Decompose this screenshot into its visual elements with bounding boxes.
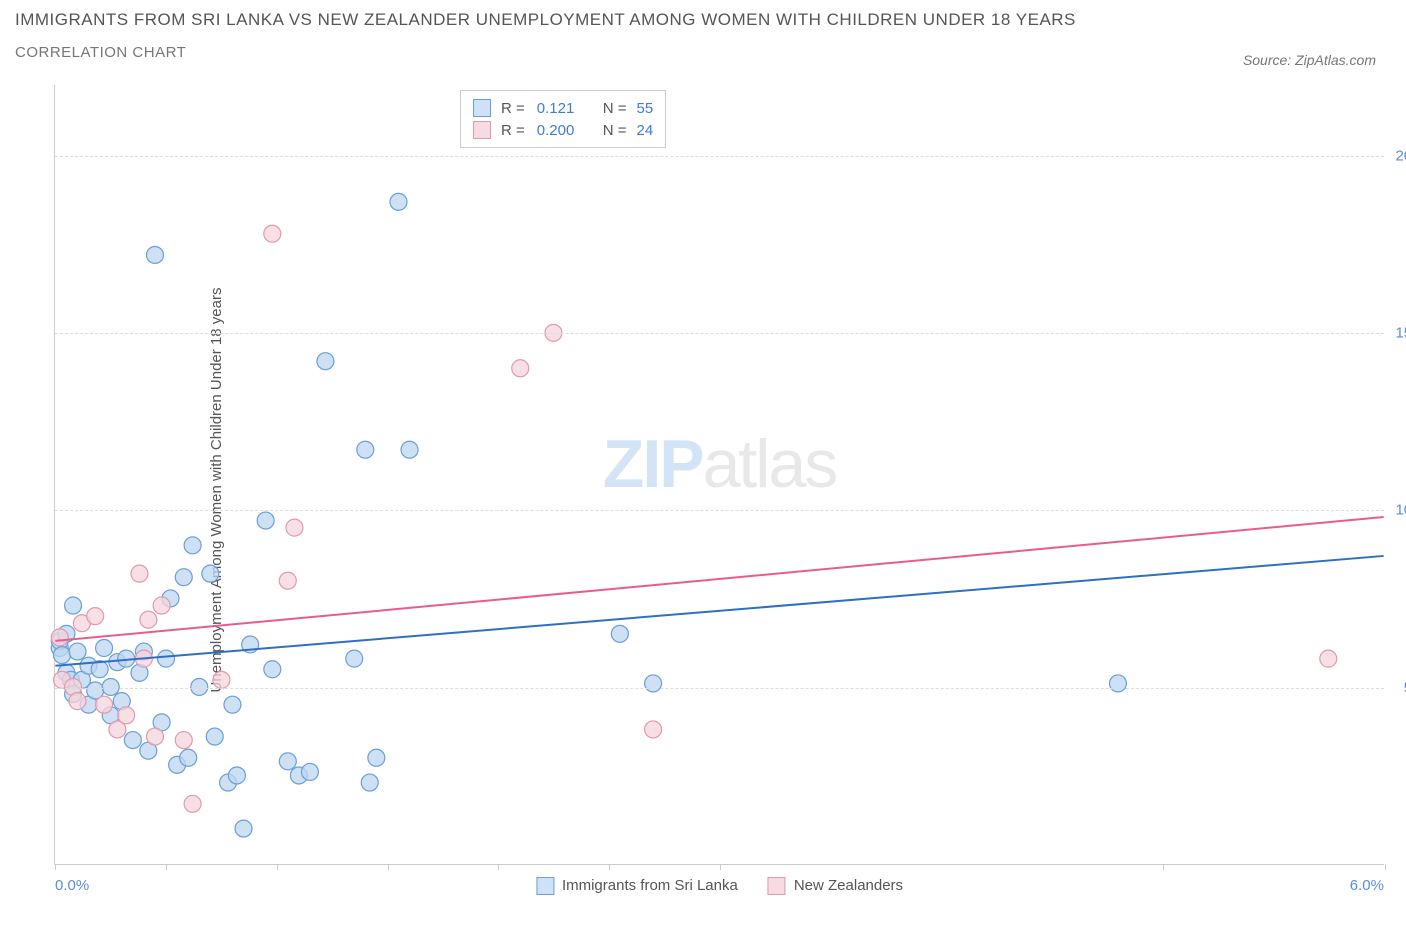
n-value-series2: 24 xyxy=(637,122,654,139)
scatter-point xyxy=(279,753,296,770)
r-label: R = xyxy=(501,100,525,117)
scatter-point xyxy=(118,707,135,724)
scatter-point xyxy=(158,650,175,667)
scatter-point xyxy=(390,193,407,210)
scatter-point xyxy=(65,597,82,614)
x-axis-max: 6.0% xyxy=(1350,877,1384,894)
x-tick xyxy=(609,864,610,870)
scatter-point xyxy=(645,721,662,738)
x-tick xyxy=(498,864,499,870)
scatter-point xyxy=(1320,650,1337,667)
trend-line xyxy=(55,556,1383,666)
x-axis-min: 0.0% xyxy=(55,877,89,894)
scatter-point xyxy=(153,597,170,614)
scatter-point xyxy=(361,774,378,791)
x-tick xyxy=(1163,864,1164,870)
scatter-point xyxy=(87,608,104,625)
legend-item-series1: Immigrants from Sri Lanka xyxy=(536,877,738,895)
source-attribution: Source: ZipAtlas.com xyxy=(1243,52,1376,68)
scatter-point xyxy=(96,640,113,657)
n-label: N = xyxy=(603,100,627,117)
chart-subtitle: CORRELATION CHART xyxy=(15,44,1391,61)
scatter-point xyxy=(401,441,418,458)
chart-title: IMMIGRANTS FROM SRI LANKA VS NEW ZEALAND… xyxy=(15,10,1391,30)
scatter-point xyxy=(357,441,374,458)
scatter-point xyxy=(235,820,252,837)
scatter-point xyxy=(175,569,192,586)
legend-swatch-series2-bottom xyxy=(768,877,786,895)
legend-swatch-series1 xyxy=(473,99,491,117)
y-tick-label: 20.0% xyxy=(1395,147,1406,164)
scatter-point xyxy=(368,749,385,766)
gridline xyxy=(55,688,1384,689)
legend-row-series1: R = 0.121 N = 55 xyxy=(473,97,653,119)
scatter-point xyxy=(146,246,163,263)
scatter-point xyxy=(51,629,68,646)
scatter-point xyxy=(279,572,296,589)
legend-item-series2: New Zealanders xyxy=(768,877,903,895)
scatter-point xyxy=(140,611,157,628)
scatter-point xyxy=(146,728,163,745)
series-legend: Immigrants from Sri Lanka New Zealanders xyxy=(536,877,903,895)
scatter-point xyxy=(175,732,192,749)
x-tick xyxy=(1385,864,1386,870)
x-tick xyxy=(720,864,721,870)
scatter-point xyxy=(69,643,86,660)
r-value-series1: 0.121 xyxy=(537,100,587,117)
n-value-series1: 55 xyxy=(637,100,654,117)
x-tick xyxy=(277,864,278,870)
chart-container: Unemployment Among Women with Children U… xyxy=(54,85,1384,895)
scatter-point xyxy=(184,795,201,812)
legend-swatch-series1-bottom xyxy=(536,877,554,895)
scatter-point xyxy=(224,696,241,713)
x-tick xyxy=(55,864,56,870)
scatter-point xyxy=(54,647,71,664)
scatter-point xyxy=(184,537,201,554)
scatter-point xyxy=(131,565,148,582)
scatter-point xyxy=(512,360,529,377)
scatter-point xyxy=(317,353,334,370)
legend-swatch-series2 xyxy=(473,121,491,139)
scatter-point xyxy=(69,693,86,710)
scatter-point xyxy=(96,696,113,713)
legend-label-series2: New Zealanders xyxy=(794,877,903,894)
r-value-series2: 0.200 xyxy=(537,122,587,139)
correlation-legend: R = 0.121 N = 55 R = 0.200 N = 24 xyxy=(460,90,666,148)
scatter-point xyxy=(301,763,318,780)
scatter-point xyxy=(202,565,219,582)
scatter-point xyxy=(257,512,274,529)
scatter-point xyxy=(228,767,245,784)
gridline xyxy=(55,156,1384,157)
scatter-point xyxy=(180,749,197,766)
scatter-point xyxy=(645,675,662,692)
legend-label-series1: Immigrants from Sri Lanka xyxy=(562,877,738,894)
scatter-point xyxy=(206,728,223,745)
scatter-svg xyxy=(55,85,1384,864)
n-label: N = xyxy=(603,122,627,139)
scatter-point xyxy=(124,732,141,749)
legend-row-series2: R = 0.200 N = 24 xyxy=(473,119,653,141)
r-label: R = xyxy=(501,122,525,139)
gridline xyxy=(55,510,1384,511)
x-axis-row: 0.0% Immigrants from Sri Lanka New Zeala… xyxy=(55,877,1384,894)
scatter-point xyxy=(346,650,363,667)
y-tick-label: 10.0% xyxy=(1395,502,1406,519)
y-tick-label: 15.0% xyxy=(1395,325,1406,342)
scatter-point xyxy=(1109,675,1126,692)
trend-line xyxy=(55,517,1383,641)
scatter-point xyxy=(264,225,281,242)
scatter-point xyxy=(213,671,230,688)
scatter-point xyxy=(264,661,281,678)
scatter-point xyxy=(286,519,303,536)
gridline xyxy=(55,333,1384,334)
x-tick xyxy=(166,864,167,870)
plot-area: ZIPatlas R = 0.121 N = 55 R = 0.200 N = … xyxy=(54,85,1384,865)
x-tick xyxy=(388,864,389,870)
scatter-point xyxy=(611,625,628,642)
